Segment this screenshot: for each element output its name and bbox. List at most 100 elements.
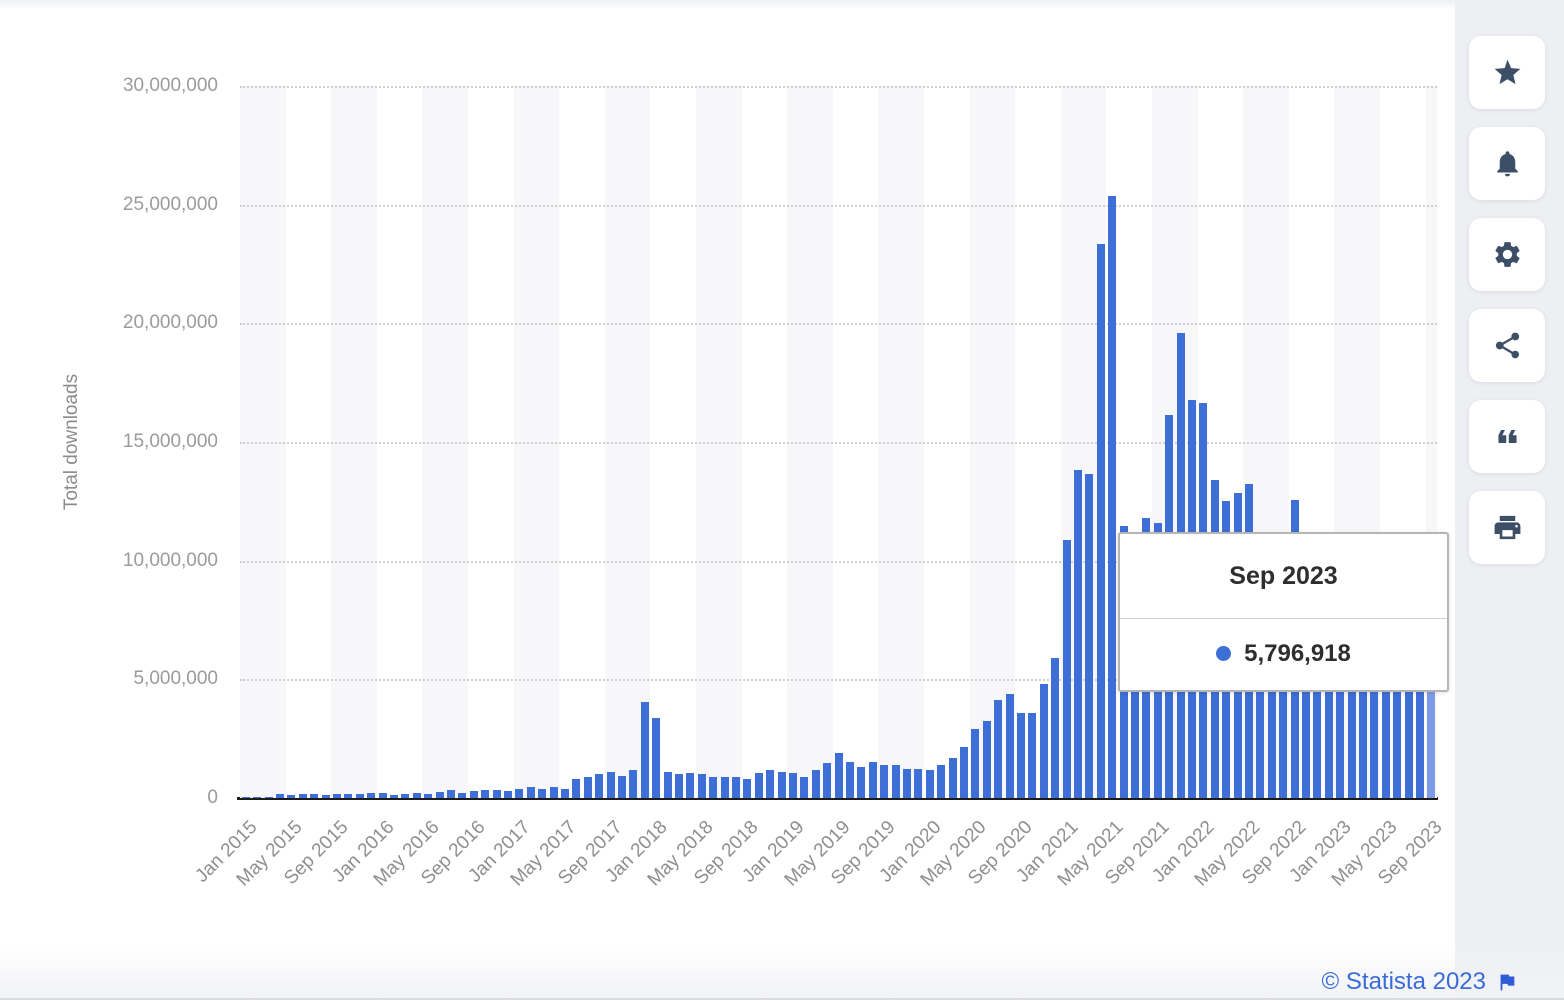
- bar[interactable]: [469, 791, 478, 798]
- bar[interactable]: [925, 770, 934, 798]
- bar[interactable]: [275, 794, 284, 798]
- bar[interactable]: [1415, 644, 1424, 798]
- bar[interactable]: [572, 779, 581, 798]
- bar[interactable]: [1358, 596, 1367, 798]
- bar[interactable]: [1062, 540, 1071, 798]
- bar[interactable]: [1393, 622, 1402, 798]
- bar[interactable]: [743, 779, 752, 798]
- bar[interactable]: [321, 795, 330, 798]
- bar[interactable]: [914, 769, 923, 798]
- bar[interactable]: [937, 765, 946, 798]
- alerts-button[interactable]: [1469, 127, 1545, 200]
- bar[interactable]: [754, 773, 763, 798]
- bar[interactable]: [458, 793, 467, 798]
- bar[interactable]: [629, 770, 638, 798]
- bar[interactable]: [982, 721, 991, 798]
- y-tick-label: 0: [207, 787, 218, 808]
- favorite-button[interactable]: [1469, 36, 1545, 109]
- bar[interactable]: [674, 774, 683, 798]
- bar[interactable]: [800, 777, 809, 798]
- bar[interactable]: [389, 795, 398, 798]
- bar[interactable]: [1085, 474, 1094, 798]
- bar[interactable]: [549, 787, 558, 798]
- bar[interactable]: [310, 794, 319, 798]
- bell-icon: [1496, 151, 1518, 177]
- bar[interactable]: [971, 729, 980, 798]
- bar[interactable]: [264, 797, 273, 798]
- bar[interactable]: [446, 790, 455, 798]
- bar[interactable]: [697, 774, 706, 798]
- bar[interactable]: [241, 797, 250, 798]
- bar[interactable]: [355, 794, 364, 798]
- bar[interactable]: [709, 777, 718, 798]
- bar[interactable]: [1016, 713, 1025, 798]
- bar[interactable]: [845, 762, 854, 798]
- bar[interactable]: [401, 794, 410, 798]
- bar[interactable]: [1039, 684, 1048, 798]
- bar[interactable]: [481, 790, 490, 798]
- bar[interactable]: [720, 777, 729, 798]
- bar[interactable]: [731, 777, 740, 798]
- print-button[interactable]: [1469, 491, 1545, 564]
- x-axis-line: [237, 797, 1438, 800]
- bar[interactable]: [1051, 658, 1060, 798]
- bar[interactable]: [788, 773, 797, 798]
- bar[interactable]: [868, 762, 877, 798]
- bar[interactable]: [891, 765, 900, 798]
- bar[interactable]: [1381, 613, 1390, 798]
- bar[interactable]: [538, 789, 547, 798]
- flag-icon[interactable]: [1496, 971, 1518, 993]
- bar[interactable]: [332, 794, 341, 798]
- bar[interactable]: [560, 789, 569, 798]
- bar[interactable]: [378, 793, 387, 798]
- bar[interactable]: [503, 791, 512, 798]
- bottom-edge-shade: [0, 942, 1564, 1000]
- bar[interactable]: [287, 795, 296, 798]
- bar[interactable]: [948, 758, 957, 798]
- bar[interactable]: [823, 763, 832, 798]
- bar[interactable]: [1028, 713, 1037, 798]
- bar[interactable]: [344, 794, 353, 798]
- bar[interactable]: [777, 772, 786, 798]
- bar[interactable]: [1347, 589, 1356, 798]
- bar[interactable]: [902, 769, 911, 798]
- bar[interactable]: [515, 789, 524, 798]
- bar[interactable]: [652, 718, 661, 798]
- bar[interactable]: [412, 793, 421, 798]
- bar[interactable]: [595, 774, 604, 798]
- bar[interactable]: [424, 794, 433, 798]
- gridline: [240, 204, 1437, 207]
- bar[interactable]: [1370, 603, 1379, 798]
- bar[interactable]: [834, 753, 843, 798]
- bar[interactable]: [253, 797, 262, 798]
- bar[interactable]: [766, 770, 775, 798]
- bar[interactable]: [640, 702, 649, 798]
- bar[interactable]: [1108, 196, 1117, 798]
- bar-highlighted[interactable]: [1427, 660, 1436, 798]
- bar[interactable]: [994, 700, 1003, 798]
- bar[interactable]: [1096, 244, 1105, 798]
- bar[interactable]: [298, 794, 307, 798]
- cite-button[interactable]: [1469, 400, 1545, 473]
- bar[interactable]: [492, 790, 501, 798]
- statista-copyright-link[interactable]: © Statista 2023: [1321, 968, 1486, 995]
- bar[interactable]: [526, 787, 535, 798]
- settings-button[interactable]: [1469, 218, 1545, 291]
- bar[interactable]: [367, 793, 376, 798]
- bar[interactable]: [811, 770, 820, 798]
- bar[interactable]: [857, 767, 866, 798]
- share-button[interactable]: [1469, 309, 1545, 382]
- bar[interactable]: [606, 772, 615, 798]
- bar[interactable]: [959, 747, 968, 798]
- bar[interactable]: [1404, 632, 1413, 798]
- bar[interactable]: [617, 776, 626, 798]
- top-edge-shade: [0, 0, 1564, 9]
- bar[interactable]: [880, 765, 889, 798]
- bar[interactable]: [663, 772, 672, 798]
- bar[interactable]: [435, 792, 444, 798]
- bar[interactable]: [1005, 694, 1014, 798]
- gridline: [240, 323, 1437, 326]
- bar[interactable]: [583, 777, 592, 798]
- bar[interactable]: [686, 773, 695, 798]
- bar[interactable]: [1073, 470, 1082, 798]
